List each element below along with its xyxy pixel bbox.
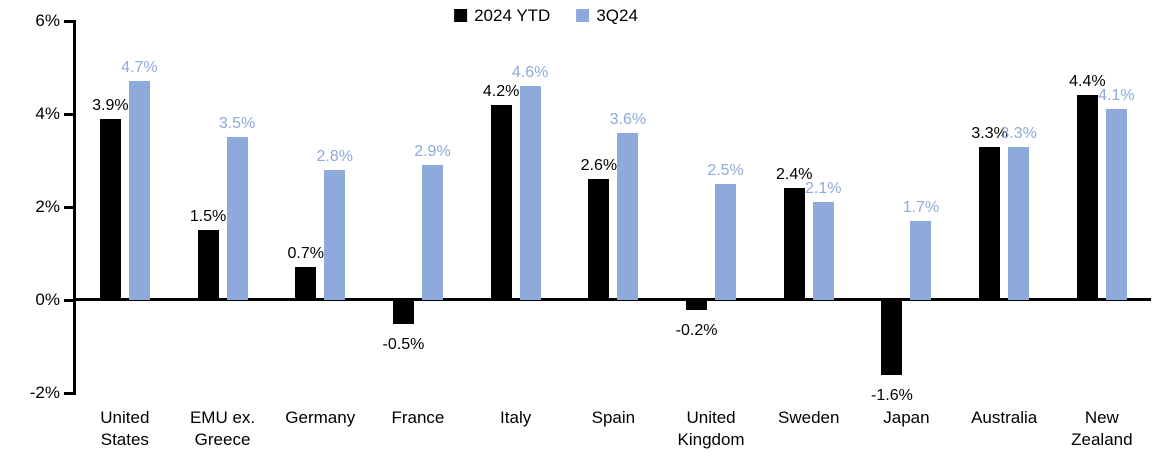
y-tick-label: 4% xyxy=(35,104,60,123)
y-tick xyxy=(64,112,76,116)
value-label-3q24: 2.1% xyxy=(805,180,842,198)
legend-swatch-3q24-icon xyxy=(576,9,590,22)
y-tick-label: -2% xyxy=(29,383,60,402)
bar-2024-ytd xyxy=(588,179,610,300)
y-tick xyxy=(64,391,76,395)
value-label-3q24: 4.6% xyxy=(511,64,549,82)
category-label: Germany xyxy=(285,408,356,427)
bar-3q24 xyxy=(910,220,932,300)
category-label: Italy xyxy=(500,408,532,427)
bar-2024-ytd xyxy=(686,301,708,311)
bar-2024-ytd xyxy=(295,267,317,300)
category-label: France xyxy=(391,408,445,427)
bar-3q24 xyxy=(1105,109,1127,300)
value-label-3q24: 4.1% xyxy=(1098,87,1135,105)
category-label: Australia xyxy=(971,408,1038,427)
value-label-3q24: 3.3% xyxy=(1000,124,1037,142)
category-label: New Zealand xyxy=(1071,408,1133,449)
bar-3q24 xyxy=(226,137,248,300)
bar-2024-ytd xyxy=(392,301,414,325)
value-label-2024-ytd: 4.2% xyxy=(482,82,520,100)
value-label-3q24: 3.5% xyxy=(218,115,256,133)
category-label: Sweden xyxy=(778,408,840,427)
value-label-3q24: 1.7% xyxy=(902,198,940,216)
y-tick-label: 2% xyxy=(35,197,60,216)
legend: 2024 YTD 3Q24 xyxy=(454,7,638,24)
category-label: United Kingdom xyxy=(677,408,745,449)
y-tick xyxy=(64,298,76,302)
bar-3q24 xyxy=(128,81,150,300)
bar-2024-ytd xyxy=(99,118,121,300)
value-label-2024-ytd: -1.6% xyxy=(871,387,913,405)
bar-3q24 xyxy=(617,132,639,300)
value-label-2024-ytd: 2.6% xyxy=(580,157,618,175)
value-label-3q24: 4.7% xyxy=(121,59,158,77)
bar-2024-ytd xyxy=(197,230,219,300)
category-label: United States xyxy=(100,408,150,449)
bar-2024-ytd xyxy=(783,188,805,300)
value-label-3q24: 2.9% xyxy=(414,143,451,161)
value-label-2024-ytd: 2.4% xyxy=(776,166,813,184)
legend-item-3q24: 3Q24 xyxy=(576,7,638,24)
x-axis-line xyxy=(73,298,1151,301)
value-label-3q24: 2.8% xyxy=(316,147,353,165)
bar-3q24 xyxy=(1008,146,1030,300)
category-label: Japan xyxy=(883,408,930,427)
value-label-2024-ytd: 3.3% xyxy=(971,124,1008,142)
value-label-2024-ytd: 1.5% xyxy=(189,208,227,226)
bar-2024-ytd xyxy=(979,146,1001,300)
value-label-3q24: 2.5% xyxy=(707,161,744,179)
bar-3q24 xyxy=(421,165,443,300)
bar-2024-ytd xyxy=(490,104,512,300)
bar-2024-ytd xyxy=(1076,95,1098,300)
value-label-3q24: 3.6% xyxy=(609,110,647,128)
bar-2024-ytd xyxy=(881,301,903,376)
legend-label: 3Q24 xyxy=(596,6,638,25)
legend-item-2024-ytd: 2024 YTD xyxy=(454,7,550,24)
category-label: Spain xyxy=(591,408,636,427)
bar-3q24 xyxy=(519,86,541,300)
y-tick xyxy=(64,205,76,209)
legend-swatch-2024-ytd-icon xyxy=(454,9,468,22)
bar-3q24 xyxy=(324,169,346,300)
y-tick-label: 6% xyxy=(35,11,60,30)
value-label-2024-ytd: -0.2% xyxy=(675,322,718,340)
y-tick xyxy=(64,19,76,23)
legend-label: 2024 YTD xyxy=(474,6,551,25)
value-label-2024-ytd: 3.9% xyxy=(92,96,129,114)
bar-3q24 xyxy=(812,202,834,300)
value-label-2024-ytd: 0.7% xyxy=(287,245,324,263)
category-label: EMU ex. Greece xyxy=(189,408,256,449)
value-label-2024-ytd: -0.5% xyxy=(382,336,425,354)
bar-3q24 xyxy=(715,183,737,300)
value-label-2024-ytd: 4.4% xyxy=(1069,73,1106,91)
y-tick-label: 0% xyxy=(35,290,60,309)
